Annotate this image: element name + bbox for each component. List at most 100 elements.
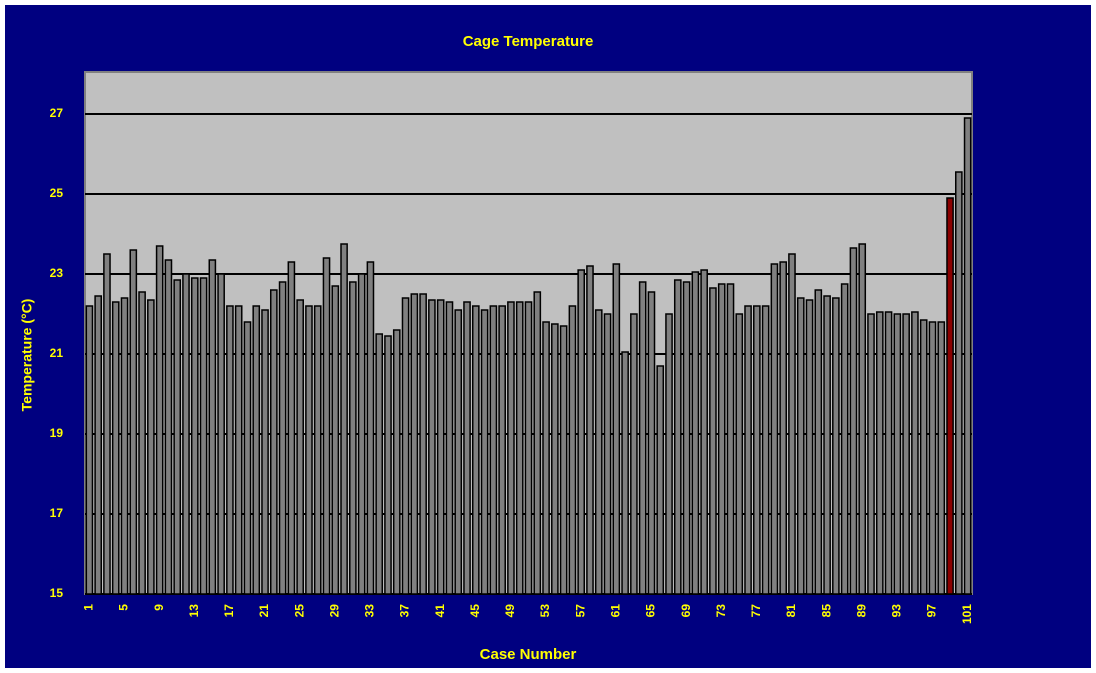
bar	[630, 313, 638, 595]
bar	[884, 311, 893, 595]
bar	[551, 323, 559, 595]
bar	[419, 293, 427, 595]
bar	[173, 279, 182, 595]
bar	[709, 287, 717, 595]
x-tick-label: 45	[468, 604, 482, 618]
bar	[507, 301, 515, 595]
bar	[120, 297, 129, 595]
bar	[226, 305, 234, 595]
x-tick-label: 29	[327, 604, 341, 618]
y-tick-label: 21	[50, 346, 64, 360]
x-tick-label: 77	[749, 604, 763, 618]
bar	[436, 299, 445, 595]
x-tick-label: 9	[152, 604, 166, 611]
bar	[946, 197, 954, 595]
bar	[577, 269, 586, 595]
x-tick-label: 85	[819, 604, 833, 618]
bar	[103, 253, 111, 595]
bar	[322, 257, 331, 595]
bar	[349, 281, 357, 595]
y-tick-label: 17	[50, 506, 64, 520]
bar	[287, 261, 296, 595]
bar	[919, 319, 928, 595]
bar	[717, 283, 726, 595]
bar	[673, 279, 682, 595]
bar	[594, 309, 603, 595]
bar	[963, 117, 972, 595]
bar	[937, 321, 946, 595]
bar	[313, 305, 322, 595]
y-tick-label: 27	[50, 106, 64, 120]
bar	[155, 245, 164, 595]
bar	[217, 273, 225, 595]
bar	[893, 313, 902, 595]
bar	[261, 309, 269, 595]
x-axis-label: Case Number	[480, 646, 577, 663]
bar	[357, 273, 366, 595]
bar	[366, 261, 375, 595]
x-tick-label: 1	[82, 604, 96, 611]
x-tick-label: 17	[222, 604, 236, 618]
bar	[796, 297, 805, 595]
bar	[586, 265, 594, 595]
bar	[384, 335, 392, 595]
bar	[340, 243, 348, 595]
bar	[182, 273, 190, 595]
bar	[761, 305, 770, 595]
bar	[682, 281, 691, 595]
bar	[305, 305, 313, 595]
bar	[489, 305, 498, 595]
bar	[700, 269, 708, 595]
bar	[190, 277, 199, 595]
bar	[199, 277, 208, 595]
bar	[726, 283, 735, 595]
y-tick-label: 19	[50, 426, 64, 440]
bar	[445, 301, 454, 595]
bar	[111, 301, 120, 595]
bar	[735, 313, 744, 595]
bar	[858, 243, 867, 595]
bar	[331, 285, 340, 595]
bar	[656, 365, 665, 595]
x-tick-label: 57	[573, 604, 587, 618]
bar	[823, 295, 831, 595]
y-tick-label: 15	[50, 586, 64, 600]
bar	[208, 259, 217, 595]
x-tick-label: 73	[714, 604, 728, 618]
x-tick-label: 93	[890, 604, 904, 618]
bar	[269, 289, 278, 595]
bar	[770, 263, 779, 595]
bar	[533, 291, 542, 595]
bar	[234, 305, 243, 595]
y-tick-label: 23	[50, 266, 64, 280]
bar	[832, 297, 840, 595]
bar	[515, 301, 524, 595]
bar	[410, 293, 419, 595]
y-tick-label: 25	[50, 186, 64, 200]
x-tick-label: 33	[363, 604, 377, 618]
x-tick-label: 81	[784, 604, 798, 618]
x-tick-label: 97	[925, 604, 939, 618]
bar	[814, 289, 823, 595]
bar	[392, 329, 401, 595]
x-tick-label: 61	[608, 604, 622, 618]
bar	[805, 299, 814, 595]
bar	[840, 283, 849, 595]
bar	[867, 313, 875, 595]
bar	[94, 295, 102, 595]
bar	[753, 305, 761, 595]
x-tick-label: 41	[433, 604, 447, 618]
bar	[955, 171, 963, 595]
bar	[428, 299, 436, 595]
bar	[612, 263, 621, 595]
bar	[147, 299, 155, 595]
x-tick-label: 5	[117, 604, 131, 611]
bar	[498, 305, 506, 595]
bar	[129, 249, 138, 595]
bar	[138, 291, 146, 595]
bar	[85, 305, 94, 595]
bar	[911, 311, 919, 595]
x-tick-label: 13	[187, 604, 201, 618]
